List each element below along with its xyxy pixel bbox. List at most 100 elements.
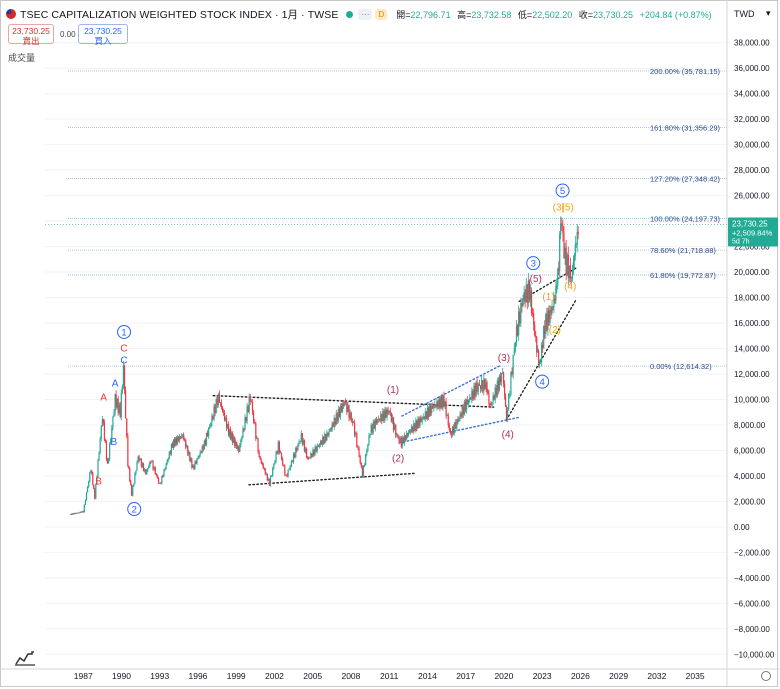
candle-body xyxy=(564,247,566,258)
x-tick-label: 1990 xyxy=(112,671,131,681)
candle-body xyxy=(179,436,181,441)
wave-label: (3) xyxy=(553,203,565,214)
symbol-title[interactable]: TSEC CAPITALIZATION WEIGHTED STOCK INDEX… xyxy=(20,8,339,21)
y-tick-label: 16,000.00 xyxy=(734,319,770,328)
candle-body xyxy=(454,422,456,434)
candle-body xyxy=(292,453,295,463)
buy-button[interactable]: 23,730.25 買入 xyxy=(78,24,128,46)
more-badge[interactable]: ··· xyxy=(358,8,373,20)
candle-body xyxy=(268,478,270,486)
candle-body xyxy=(123,365,126,391)
candle-body xyxy=(469,397,471,400)
sell-button[interactable]: 23,730.25 賣出 xyxy=(8,24,54,46)
candle-body xyxy=(491,402,493,406)
y-axis: 38,000.00 36,000.00 34,000.00 32,000.00 30,0… xyxy=(726,0,775,687)
candle-body xyxy=(412,426,414,432)
candle-body xyxy=(323,437,325,444)
candle-body xyxy=(481,380,483,389)
candle-body xyxy=(575,244,577,245)
candle-body xyxy=(455,422,457,429)
candle-body xyxy=(111,427,113,440)
candle-body xyxy=(370,425,372,435)
candle-body xyxy=(205,432,208,445)
candle-body xyxy=(270,475,273,477)
candle-body xyxy=(244,417,246,430)
settings-gear-icon[interactable] xyxy=(761,671,771,681)
y-tick-label: 4,000.00 xyxy=(734,472,766,481)
candle-body xyxy=(345,401,347,403)
candle-body xyxy=(548,310,550,323)
candle-body xyxy=(145,469,147,475)
candle-body xyxy=(423,416,425,419)
candle-body xyxy=(354,422,356,435)
candle-body xyxy=(388,411,390,414)
candle-body xyxy=(109,444,111,460)
candle-body xyxy=(231,433,233,440)
delayed-badge[interactable]: D xyxy=(375,8,388,20)
candle-body xyxy=(190,458,192,462)
candle-body xyxy=(264,468,266,475)
candle-body xyxy=(456,419,458,429)
candle-body xyxy=(420,418,422,422)
candle-body xyxy=(558,268,560,272)
candle-body xyxy=(262,464,264,469)
candle-body xyxy=(260,459,262,463)
candle-body xyxy=(381,414,383,422)
candle-body xyxy=(315,446,317,452)
candle-body xyxy=(308,458,310,459)
candle-body xyxy=(459,413,461,418)
candle-body xyxy=(542,344,544,349)
candle-body xyxy=(566,254,568,275)
candle-body xyxy=(150,462,152,463)
volume-legend[interactable]: 成交量 xyxy=(8,53,36,63)
candle-body xyxy=(475,382,477,397)
chevron-down-icon[interactable]: ▾ xyxy=(766,8,771,18)
candle-body xyxy=(338,409,340,417)
candle-body xyxy=(91,470,93,474)
x-tick-label: 1993 xyxy=(150,671,169,681)
candle-body xyxy=(234,437,236,447)
candle-body xyxy=(342,403,345,406)
wave-label-circle xyxy=(117,324,132,339)
candle-body xyxy=(526,284,528,303)
candle-body xyxy=(539,363,541,365)
candle-body xyxy=(138,456,140,461)
currency-selector[interactable]: TWD xyxy=(734,9,755,19)
candle-body xyxy=(161,475,163,484)
candle-body xyxy=(499,376,502,383)
y-tick-label: 32,000.00 xyxy=(734,115,770,124)
candle-body xyxy=(77,512,79,514)
candle-body xyxy=(304,448,307,452)
candle-body xyxy=(265,473,267,475)
candle-body xyxy=(169,452,171,454)
y-tick-label: 38,000.00 xyxy=(734,39,770,48)
candle-body xyxy=(99,438,101,453)
candle-body xyxy=(251,402,254,412)
candle-body xyxy=(355,433,357,435)
candle-body xyxy=(457,419,459,422)
candle-body xyxy=(312,449,314,457)
candle-body xyxy=(387,409,389,414)
candle-body xyxy=(106,458,109,463)
candle-body xyxy=(366,450,368,455)
candle-body xyxy=(196,458,198,464)
candle-body xyxy=(489,403,491,405)
candle-body xyxy=(282,458,284,465)
candle-body xyxy=(465,399,468,411)
candle-body xyxy=(193,465,195,469)
high-value: 23,732.58 xyxy=(471,9,512,20)
candle-body xyxy=(252,411,255,422)
candle-body xyxy=(277,441,279,454)
candle-body xyxy=(427,407,430,417)
candle-body xyxy=(356,433,358,447)
candle-body xyxy=(446,415,448,417)
candle-body xyxy=(75,512,77,514)
candle-body xyxy=(573,256,575,262)
candle-body xyxy=(439,399,441,408)
wave-label: 4 xyxy=(540,377,545,388)
candle-body xyxy=(376,419,379,424)
candle-body xyxy=(154,467,156,475)
wave-label: 1 xyxy=(121,327,126,338)
candle-body xyxy=(303,440,306,452)
